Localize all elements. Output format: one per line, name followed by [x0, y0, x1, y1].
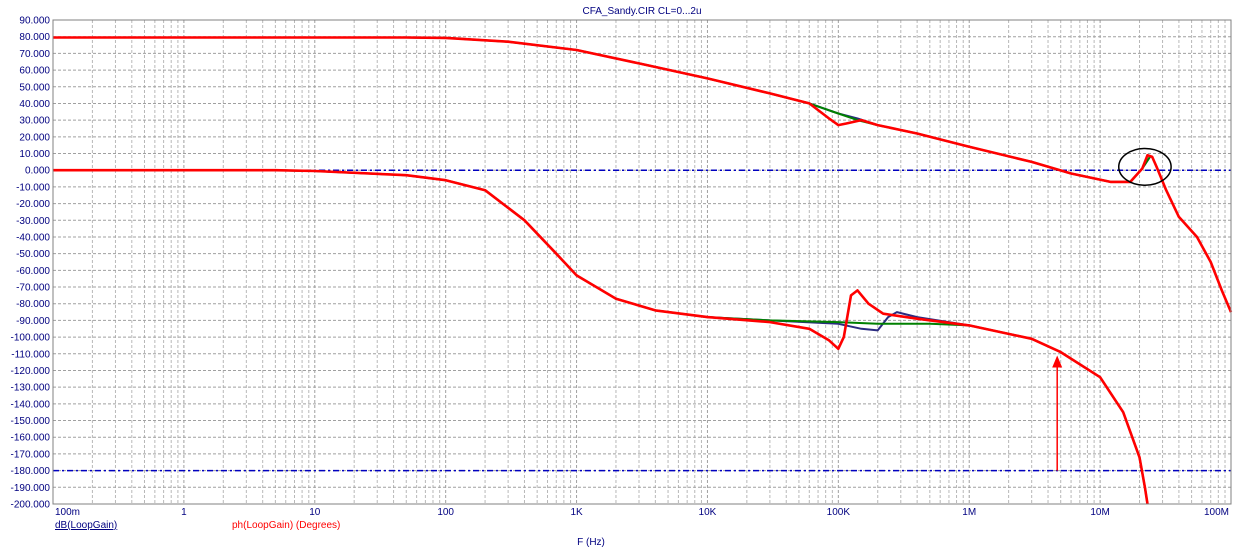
annotation-circle: [1118, 147, 1172, 186]
y-tick-label: -120.000: [11, 366, 51, 377]
x-tick-label: 10M: [1090, 507, 1109, 518]
x-tick-label: 1M: [962, 507, 976, 518]
y-tick-label: 20.000: [19, 132, 50, 143]
plot-frame: [52, 19, 1232, 505]
y-tick-label: -10.000: [16, 182, 50, 193]
y-tick-label: -70.000: [16, 283, 50, 294]
y-tick-label: -170.000: [11, 449, 51, 460]
y-tick-label: 60.000: [19, 66, 50, 77]
y-tick-label: 40.000: [19, 99, 50, 110]
grid-minor-lines: [91, 20, 1226, 504]
y-tick-label: -90.000: [16, 316, 50, 327]
y-tick-label: -110.000: [11, 349, 50, 360]
x-tick-label: 1K: [570, 507, 583, 518]
y-tick-label: -160.000: [11, 433, 51, 444]
y-tick-label: 30.000: [19, 116, 50, 127]
chart-title: CFA_Sandy.CIR CL=0...2u: [582, 6, 701, 17]
y-tick-label: 90.000: [19, 16, 50, 27]
series-layer: [53, 36, 1233, 505]
y-tick-label: 0.000: [25, 166, 50, 177]
annotation-layer: [1052, 147, 1172, 471]
y-tick-label: -60.000: [16, 266, 50, 277]
x-tick-label: 100M: [1204, 507, 1229, 518]
y-tick-label: -190.000: [11, 483, 51, 494]
legend-phase-loopgain[interactable]: ph(LoopGain) (Degrees): [232, 520, 340, 531]
series-line-0: [53, 36, 1151, 183]
x-tick-label: 10: [309, 507, 321, 518]
y-tick-label: 80.000: [19, 32, 50, 43]
y-tick-label: 70.000: [19, 49, 50, 60]
x-tick-label: 100: [437, 507, 454, 518]
y-tick-label: -100.000: [11, 333, 51, 344]
y-tick-label: -40.000: [16, 232, 50, 243]
x-tick-label: 1: [181, 507, 187, 518]
y-tick-label: -50.000: [16, 249, 50, 260]
y-tick-label: -140.000: [11, 399, 51, 410]
y-tick-label: -150.000: [11, 416, 51, 427]
x-tick-label: 100m: [55, 507, 80, 518]
y-tick-label: -80.000: [16, 299, 50, 310]
y-tick-label: -20.000: [16, 199, 50, 210]
x-tick-label: 10K: [699, 507, 717, 518]
y-tick-label: 50.000: [19, 82, 50, 93]
y-tick-label: -200.000: [11, 500, 51, 511]
grid-major-lines: [52, 19, 1231, 505]
y-tick-label: -180.000: [11, 466, 51, 477]
x-axis-label: F (Hz): [577, 537, 605, 548]
y-tick-label: -30.000: [16, 216, 50, 227]
x-tick-label: 100K: [827, 507, 851, 518]
series-line-5: [53, 168, 1149, 505]
annotation-arrow-head: [1052, 355, 1063, 368]
x-tick-labels: 100m 1 10 100 1K 10K 100K 1M 10M 100M: [55, 507, 1229, 518]
y-tick-labels: 90.000 80.000 70.000 60.000 50.000 40.000 30.0…: [11, 16, 51, 511]
legend-dB-loopgain[interactable]: dB(LoopGain): [55, 520, 117, 531]
y-tick-label: -130.000: [11, 383, 51, 394]
series-line-2: [53, 36, 1233, 313]
y-tick-label: 10.000: [19, 149, 50, 160]
series-line-1: [53, 36, 1151, 183]
